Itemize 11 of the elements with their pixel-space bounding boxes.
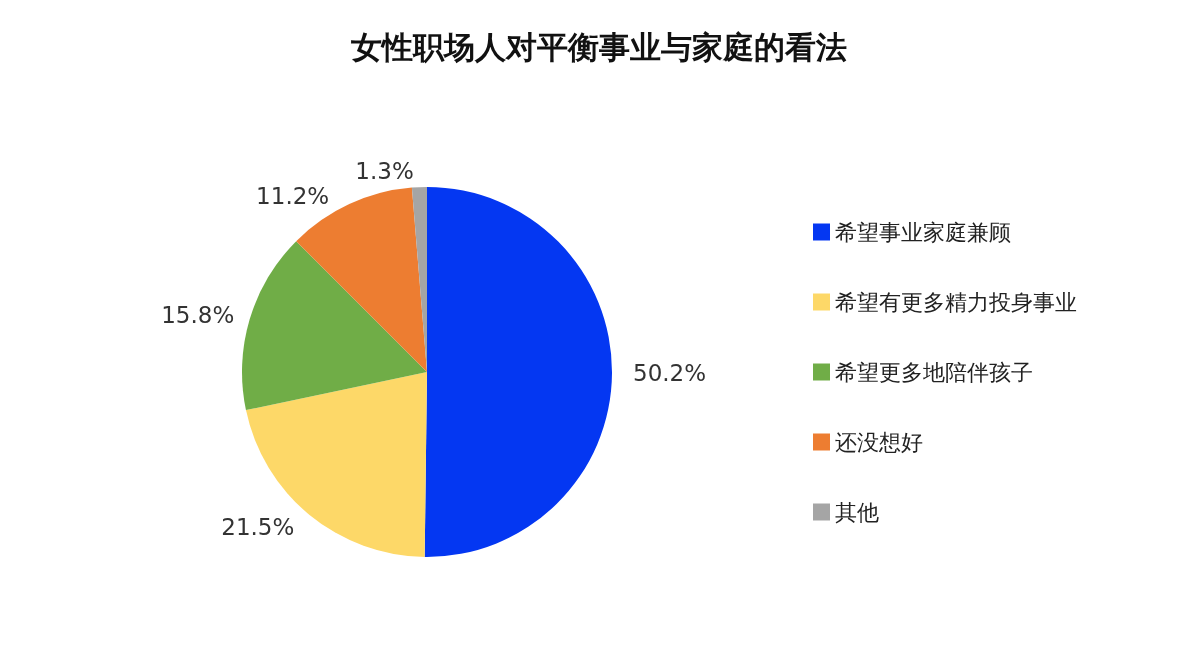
chart-title: 女性职场人对平衡事业与家庭的看法 xyxy=(350,28,847,65)
legend-label: 希望更多地陪伴孩子 xyxy=(835,359,1033,385)
legend-label: 希望事业家庭兼顾 xyxy=(835,219,1011,245)
legend-label: 希望有更多精力投身事业 xyxy=(835,289,1077,315)
data-label: 15.8% xyxy=(161,301,235,328)
data-label: 21.5% xyxy=(221,514,295,541)
data-label: 50.2% xyxy=(633,360,707,387)
data-label: 1.3% xyxy=(355,158,414,185)
data-label: 11.2% xyxy=(256,183,330,210)
legend-label: 还没想好 xyxy=(835,429,923,455)
legend-label: 其他 xyxy=(835,499,879,525)
